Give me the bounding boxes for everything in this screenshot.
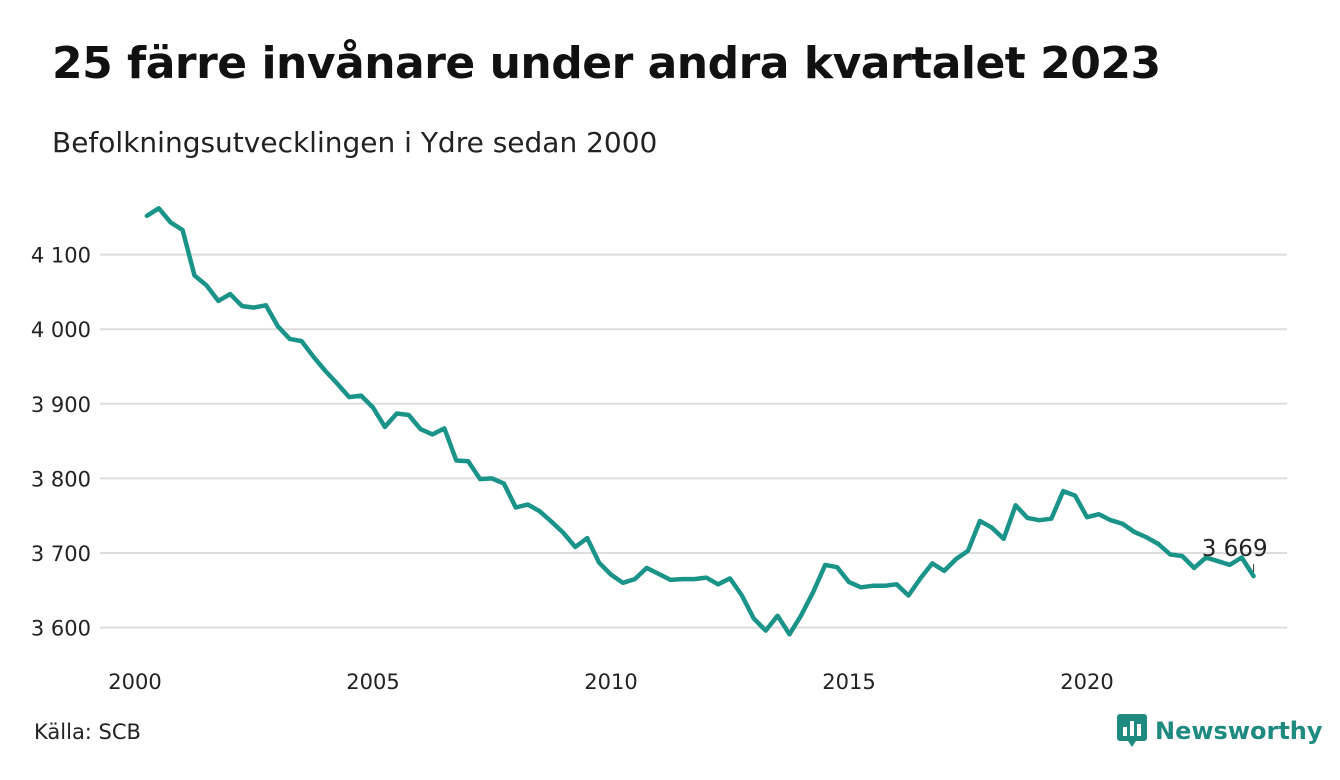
brand-name: Newsworthy — [1155, 717, 1323, 745]
y-tick-label: 4 000 — [31, 318, 91, 342]
newsworthy-logo-icon — [1117, 714, 1147, 747]
x-tick-label: 2020 — [1060, 670, 1113, 694]
chart-title: 25 färre invånare under andra kvartalet … — [52, 38, 1161, 89]
chart-subtitle: Befolkningsutvecklingen i Ydre sedan 200… — [52, 126, 658, 159]
x-tick-label: 2005 — [346, 670, 399, 694]
end-value-label: 3 669 — [1202, 536, 1268, 562]
y-tick-label: 3 900 — [31, 393, 91, 417]
series-line — [144, 206, 1256, 637]
y-tick-label: 3 800 — [31, 467, 91, 491]
x-tick-label: 2010 — [584, 670, 637, 694]
x-tick-label: 2015 — [822, 670, 875, 694]
x-tick-label: 2000 — [108, 670, 161, 694]
brand-logo: Newsworthy — [1117, 714, 1323, 748]
y-tick-label: 3 600 — [31, 617, 91, 641]
y-tick-label: 4 100 — [31, 244, 91, 268]
source-note: Källa: SCB — [34, 720, 141, 744]
y-tick-label: 3 700 — [31, 542, 91, 566]
